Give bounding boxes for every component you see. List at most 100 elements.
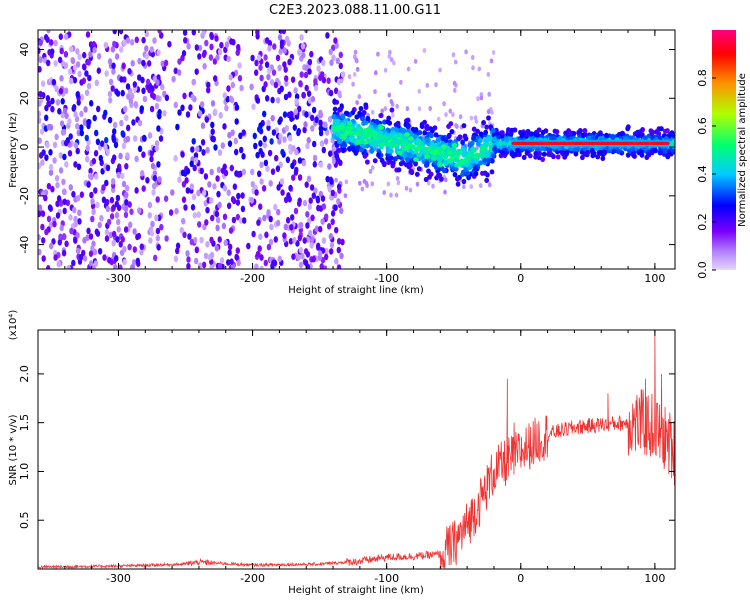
heatmap-cell [218,112,223,119]
heatmap-cell [467,165,473,171]
heatmap-cell [521,154,527,160]
heatmap-cell [580,154,585,161]
heatmap-cell [133,135,138,142]
heatmap-cell [401,128,407,134]
heatmap-cell [602,149,608,155]
heatmap-cell [51,78,57,86]
heatmap-cell [318,109,323,117]
heatmap-cell [206,86,211,94]
y-tick-label: -20 [18,187,31,205]
heatmap-cell [125,37,131,44]
heatmap-cell [290,214,295,221]
heatmap-cell [69,77,74,85]
heatmap-cell [628,135,634,141]
heatmap-cell [116,226,121,233]
heatmap-cell [64,161,69,168]
heatmap-cell [226,55,231,63]
heatmap-cell [274,154,279,162]
heatmap-cell [448,108,453,114]
heatmap-cell [404,162,409,168]
heatmap-cell [280,148,285,156]
colorbar-tick-label: 0.6 [696,117,709,135]
heatmap-cell [405,124,411,130]
heatmap-cell [322,265,328,269]
heatmap-cell [285,217,291,224]
heatmap-cell [230,196,236,203]
heatmap-cell [128,97,133,105]
heatmap-cell [535,132,540,138]
heatmap-cell [93,150,99,157]
heatmap-cell [600,155,606,161]
heatmap-cell [175,242,181,250]
heatmap-cell [141,59,146,67]
heatmap-cell [191,30,196,36]
heatmap-cell [94,173,99,180]
heatmap-cell [389,132,394,138]
heatmap-cell [111,178,116,185]
heatmap-cell [85,31,91,38]
heatmap-cell [278,133,283,140]
heatmap-cell [269,79,275,86]
heatmap-cell [480,151,486,157]
heatmap-cell [93,260,99,267]
heatmap-cell [341,141,347,147]
heatmap-cell [79,110,84,118]
heatmap-cell [77,209,82,217]
heatmap-cell [610,134,616,140]
heatmap-cell [254,189,259,196]
heatmap-cell [335,57,340,65]
heatmap-cell [48,163,54,171]
heatmap-cell [194,257,199,265]
heatmap-cell [239,84,244,92]
heatmap-cell [68,214,73,221]
heatmap-cell [589,148,595,154]
heatmap-cell [251,103,256,110]
heatmap-cell [294,166,299,174]
heatmap-cell [76,129,81,137]
heatmap-cell [444,112,448,118]
heatmap-cell [289,224,294,231]
heatmap-cell [293,87,298,94]
heatmap-cell [118,264,123,269]
heatmap-cell [259,254,264,261]
heatmap-cell [226,202,232,210]
heatmap-cell [47,204,53,211]
heatmap-cell [234,253,239,261]
heatmap-cell [167,40,172,48]
heatmap-cell [38,110,42,118]
heatmap-cell [372,158,378,164]
heatmap-cell [57,56,63,64]
heatmap-cell [422,130,428,136]
heatmap-cell [462,149,467,155]
heatmap-cell [423,176,429,183]
heatmap-cell [98,154,104,162]
heatmap-cell [190,146,195,153]
heatmap-cell [120,236,126,243]
heatmap-cell [470,158,475,164]
heatmap-cell [337,138,343,144]
heatmap-cell [141,87,146,95]
heatmap-cell [55,200,60,208]
heatmap-cell [170,189,175,196]
heatmap-cell [208,54,214,61]
heatmap-cell [337,106,343,113]
heatmap-cell [122,258,127,266]
heatmap-cell [59,120,65,127]
heatmap-cell [257,170,262,178]
heatmap-cell [94,79,100,87]
heatmap-cell [481,120,486,126]
heatmap-cell [389,99,394,104]
heatmap-cell [193,236,198,244]
heatmap-cell [66,265,71,269]
heatmap-cell [180,104,185,112]
heatmap-cell [364,180,369,186]
heatmap-cell [49,39,54,46]
heatmap-cell [69,45,74,53]
heatmap-cell [413,127,419,133]
heatmap-cell [334,42,339,49]
heatmap-cell [38,100,42,107]
heatmap-cell [55,181,60,189]
heatmap-cell [360,186,365,192]
heatmap-cell [625,152,631,158]
